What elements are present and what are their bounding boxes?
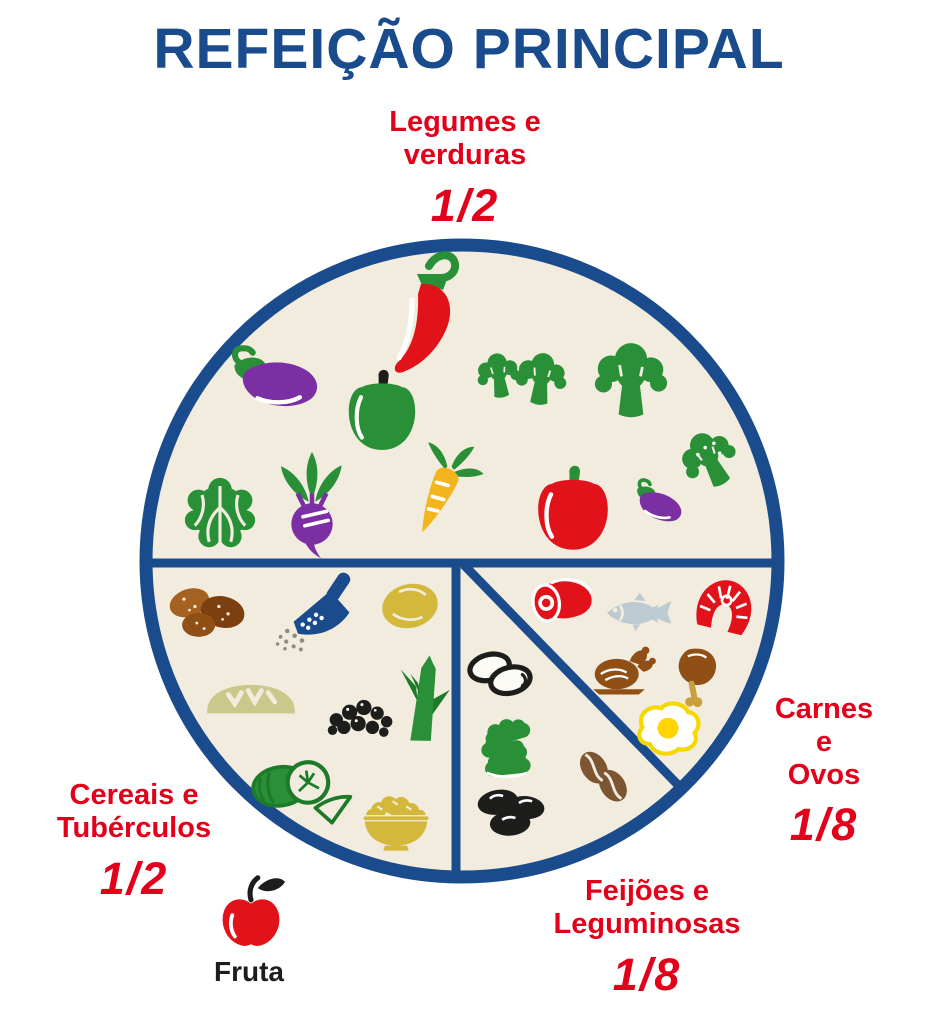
tilted-broccoli-icon (682, 433, 736, 487)
label-line: Feijões e (584, 875, 710, 907)
rice-bowl-icon (362, 796, 430, 851)
soybean-pods-icon (481, 719, 531, 779)
label-line: Carnes e (774, 693, 874, 758)
apple-icon (222, 875, 285, 946)
drumstick-icon (678, 648, 717, 707)
section-label-meats: Carnes e Ovos 1/8 (767, 693, 881, 851)
label-line: Leguminosas (553, 907, 741, 940)
cucumber-icon (251, 760, 353, 825)
fraction-text: 1/8 (789, 799, 859, 851)
black-beans-icon (477, 789, 545, 836)
white-beans-icon (467, 651, 533, 697)
label-line: Ovos (787, 758, 861, 791)
beet-icon (280, 452, 342, 559)
green-bell-pepper-icon (348, 369, 416, 450)
salmon-steak-icon (696, 580, 752, 636)
label-line: verduras (403, 138, 527, 171)
potatoes-icon (169, 588, 245, 637)
cabbage-icon (184, 477, 256, 548)
fraction-text: 1/2 (99, 852, 169, 904)
carrot-icon (422, 442, 484, 533)
page-title: REFEIÇÃO PRINCIPAL (153, 17, 785, 81)
grain-scoop-icon (275, 572, 351, 652)
label-line: Legumes e (389, 106, 541, 138)
red-bell-pepper-icon (538, 465, 608, 550)
chili-pepper-icon (394, 251, 460, 373)
fruit-label: Fruta (214, 956, 284, 987)
section-label-beans: Feijões e Leguminosas 1/8 (554, 875, 741, 1001)
potato-icon (382, 583, 438, 629)
label-line: Tubérculos (56, 811, 212, 844)
coffee-beans-icon (579, 751, 627, 802)
small-eggplant-icon (637, 478, 682, 522)
roast-turkey-icon (593, 646, 656, 695)
label-line: Cereais e (69, 779, 199, 811)
fried-egg-icon (637, 701, 701, 756)
fraction-text: 1/2 (430, 179, 500, 231)
broccoli-icon (594, 343, 668, 418)
eggplant-icon (231, 345, 318, 406)
bread-icon (207, 684, 295, 714)
broccoli-pair-icon (477, 353, 567, 405)
section-label-vegetables: Legumes e verduras 1/2 (389, 106, 541, 232)
divider-diagonal (460, 561, 685, 792)
peppercorns-icon (327, 699, 393, 737)
fish-icon (606, 592, 672, 632)
ham-icon (531, 578, 593, 623)
plate-icons (169, 251, 752, 946)
fraction-text: 1/8 (612, 948, 682, 1000)
section-label-cereals: Cereais e Tubérculos 1/2 (57, 779, 211, 905)
